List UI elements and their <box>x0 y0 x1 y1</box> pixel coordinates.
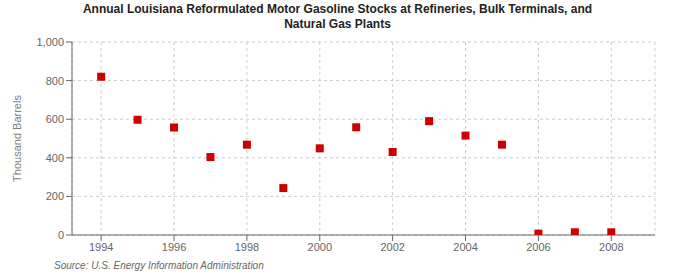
svg-text:400: 400 <box>46 152 64 164</box>
svg-text:Thousand Barrels: Thousand Barrels <box>11 95 23 182</box>
svg-text:2006: 2006 <box>526 241 550 253</box>
svg-text:600: 600 <box>46 113 64 125</box>
svg-text:800: 800 <box>46 75 64 87</box>
svg-text:2002: 2002 <box>380 241 404 253</box>
svg-text:1996: 1996 <box>162 241 186 253</box>
svg-text:2008: 2008 <box>599 241 623 253</box>
svg-text:200: 200 <box>46 190 64 202</box>
html-text:Source: U.S. Energy Informatio: Source: U.S. Energy Information Administ… <box>54 260 264 271</box>
svg-text:0: 0 <box>58 229 64 241</box>
svg-text:2004: 2004 <box>453 241 477 253</box>
svg-text:1998: 1998 <box>235 241 259 253</box>
html-text:Annual Louisiana Reformulated: Annual Louisiana Reformulated Motor Gaso… <box>82 2 593 16</box>
html-text:Natural Gas Plants: Natural Gas Plants <box>284 17 391 31</box>
svg-text:2000: 2000 <box>308 241 332 253</box>
svg-text:1994: 1994 <box>89 241 113 253</box>
svg-text:1,000: 1,000 <box>36 36 64 48</box>
